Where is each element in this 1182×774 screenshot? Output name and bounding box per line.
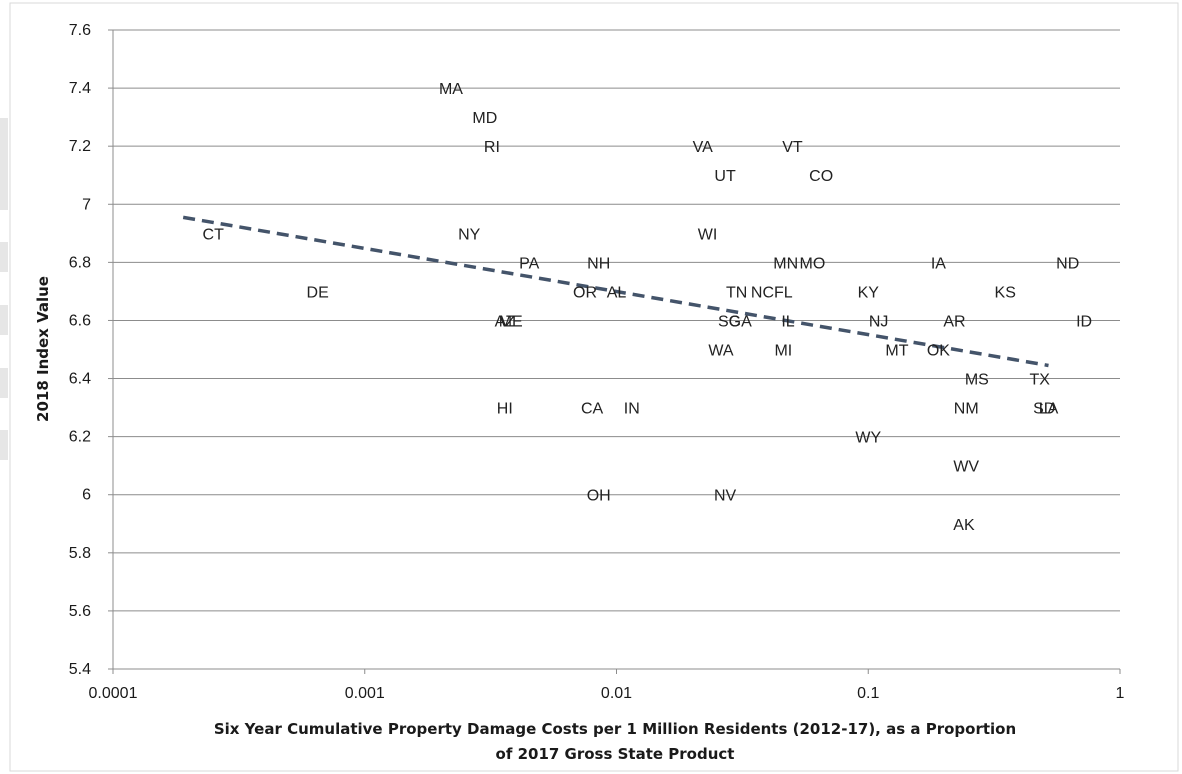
- sidebar-tab: [0, 242, 8, 272]
- point-label: FL: [774, 284, 793, 301]
- point-label: IN: [624, 401, 640, 418]
- x-tick-label: 0.0001: [89, 685, 138, 702]
- point-label: OK: [927, 343, 950, 360]
- point-label: NJ: [869, 313, 889, 330]
- y-tick-label: 5.6: [69, 603, 91, 620]
- x-tick-label: 0.1: [857, 685, 879, 702]
- point-label: ID: [1076, 313, 1092, 330]
- point-label: TX: [1030, 372, 1051, 389]
- point-label: CA: [581, 401, 604, 418]
- trendline-dashed: [182, 215, 1049, 368]
- y-tick-label: 5.8: [69, 545, 91, 562]
- point-label: AR: [943, 313, 965, 330]
- y-tick-label: 7.4: [69, 80, 91, 97]
- point-label: VA: [693, 139, 713, 156]
- chart-border: [9, 2, 1179, 772]
- y-axis-ticks: 5.4 5.6 5.8 6 6.2 6.4 6.6 6.8 7 7.2 7.4 7.6: [69, 22, 113, 678]
- point-label: WY: [855, 430, 881, 447]
- x-tick-label: 0.01: [601, 685, 632, 702]
- trendline: [182, 215, 1049, 368]
- point-label: DE: [307, 284, 329, 301]
- point-label: WA: [708, 343, 734, 360]
- point-label: WI: [698, 226, 718, 243]
- point-label: HI: [497, 401, 513, 418]
- point-label: NM: [954, 401, 979, 418]
- point-label: MT: [885, 343, 908, 360]
- point-label: ME: [499, 313, 523, 330]
- sidebar-tab: [0, 305, 8, 335]
- point-label: KS: [995, 284, 1016, 301]
- y-tick-label: 7.2: [69, 138, 91, 155]
- y-tick-label: 7: [82, 196, 91, 213]
- y-tick-label: 6: [82, 487, 91, 504]
- point-label: UT: [714, 168, 736, 185]
- point-label: AL: [607, 284, 627, 301]
- gridlines: [113, 29, 1120, 612]
- point-label: MO: [800, 255, 826, 272]
- y-tick-label: 6.6: [69, 312, 91, 329]
- point-label: NV: [714, 488, 737, 505]
- sidebar-tab: [0, 430, 8, 460]
- point-label: VT: [782, 139, 803, 156]
- point-label: CT: [203, 226, 225, 243]
- y-tick-label: 6.4: [69, 371, 91, 388]
- y-tick-label: 5.4: [69, 661, 91, 678]
- point-label: NH: [587, 255, 610, 272]
- point-label: ND: [1056, 255, 1079, 272]
- x-axis-label-line-2: of 2017 Gross State Product: [496, 745, 735, 763]
- point-label: RI: [484, 139, 500, 156]
- point-label: MD: [472, 110, 497, 127]
- point-label: NY: [458, 226, 481, 243]
- x-tick-label: 0.001: [345, 685, 385, 702]
- x-axis-ticks: 0.0001 0.001 0.01 0.1 1: [89, 669, 1125, 702]
- point-label: OR: [573, 284, 597, 301]
- point-label: KY: [858, 284, 880, 301]
- point-label: MI: [774, 343, 792, 360]
- sidebar-tab: [0, 368, 8, 398]
- point-label: MA: [439, 81, 463, 98]
- point-label: SD: [1033, 401, 1055, 418]
- point-label: PA: [519, 255, 539, 272]
- data-points: MA MD RI VA VT UT CO CT NY WI PA NH MN MO IA ND DE OR AL TN…: [203, 81, 1093, 534]
- point-label: MN: [773, 255, 798, 272]
- x-axis-label-line-1: Six Year Cumulative Property Damage Cost…: [214, 720, 1016, 738]
- point-label: IA: [931, 255, 946, 272]
- point-label: WV: [953, 459, 979, 476]
- point-label: AK: [953, 517, 975, 534]
- point-label: MS: [965, 372, 989, 389]
- y-axis-label: 2018 Index Value: [34, 276, 52, 422]
- point-label: NC: [751, 284, 774, 301]
- point-label: IL: [781, 313, 794, 330]
- point-label: LA: [1039, 401, 1059, 418]
- sidebar-tab: [0, 118, 8, 210]
- point-label: GA: [729, 313, 752, 330]
- point-label: SC: [718, 313, 740, 330]
- point-label: AZ: [495, 313, 516, 330]
- point-label: OH: [587, 488, 611, 505]
- y-tick-label: 6.2: [69, 429, 91, 446]
- point-label: TN: [726, 284, 747, 301]
- y-tick-label: 6.8: [69, 254, 91, 271]
- point-label: CO: [809, 168, 833, 185]
- x-tick-label: 1: [1116, 685, 1125, 702]
- y-tick-label: 7.6: [69, 22, 91, 39]
